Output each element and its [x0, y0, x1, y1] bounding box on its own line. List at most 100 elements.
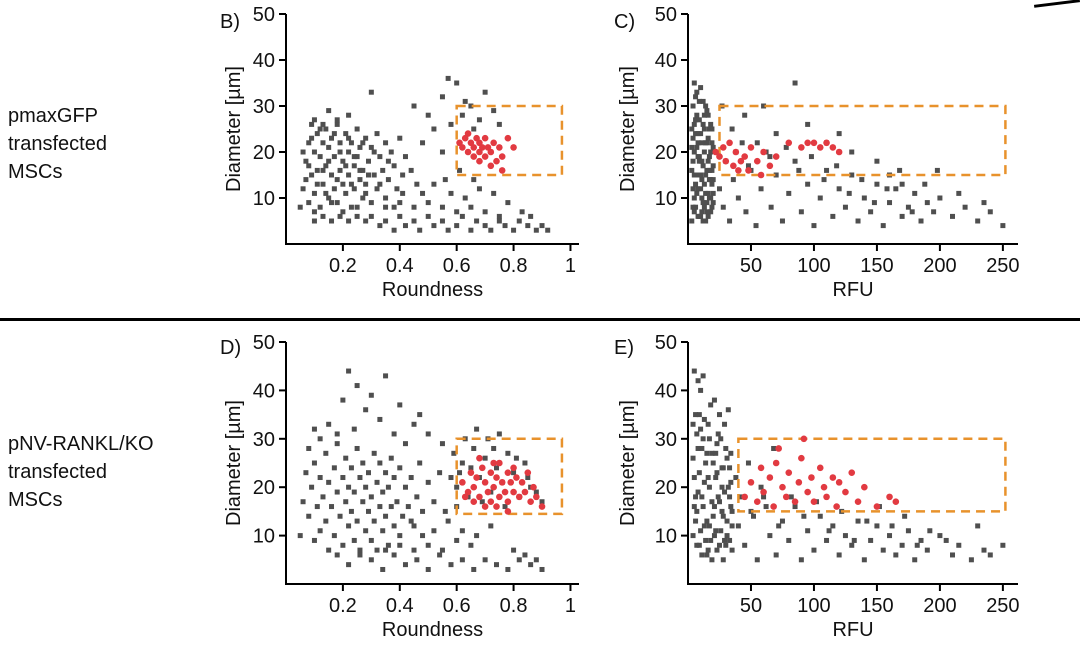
- data-point-square: [899, 181, 905, 187]
- x-tick-label: 0.8: [500, 255, 528, 277]
- data-point-square: [956, 190, 962, 196]
- data-point-circle: [820, 483, 828, 491]
- axis-spines: [285, 342, 579, 585]
- data-point-square: [411, 547, 417, 553]
- data-point-square: [792, 158, 798, 164]
- data-point-square: [699, 552, 705, 558]
- chart-b-roundness-vs-diameter: B) 0.2 0.4 0.6 0.8 1 10 20 30 40 50 Roundness Diamet…: [220, 4, 579, 301]
- data-point-square: [699, 140, 705, 146]
- y-axis-ticks: 10 20 30 40 50: [655, 4, 688, 210]
- data-point-square: [713, 450, 719, 456]
- data-point-square: [348, 465, 354, 471]
- data-point-square: [397, 135, 403, 141]
- data-point-circle: [886, 493, 893, 501]
- data-point-square: [710, 513, 716, 519]
- data-point-square: [716, 412, 722, 418]
- data-point-square: [439, 218, 445, 224]
- data-point-square: [699, 195, 705, 201]
- data-point-square: [897, 167, 903, 173]
- data-point-square: [705, 475, 711, 481]
- data-point-square: [694, 89, 700, 95]
- data-point-square: [348, 508, 354, 514]
- data-point-square: [690, 533, 696, 539]
- data-point-circle: [747, 144, 755, 151]
- data-point-circle: [816, 464, 824, 472]
- data-point-square: [868, 209, 874, 215]
- data-point-square: [363, 190, 369, 196]
- x-tick-label: 50: [740, 595, 762, 617]
- data-point-square: [545, 227, 551, 233]
- data-point-square: [714, 547, 720, 553]
- data-point-square: [317, 126, 323, 132]
- data-point-square: [695, 154, 701, 160]
- data-point-square: [309, 135, 315, 141]
- data-point-square: [482, 557, 488, 563]
- data-point-square: [786, 190, 792, 196]
- data-point-square: [694, 172, 700, 178]
- data-point-square: [326, 158, 332, 164]
- data-point-square: [713, 528, 719, 534]
- y-tick-label: 40: [253, 380, 275, 402]
- data-point-square: [528, 562, 534, 568]
- data-point-circle: [861, 483, 868, 491]
- data-point-square: [968, 557, 974, 563]
- data-point-square: [377, 223, 383, 229]
- data-point-square: [357, 177, 363, 183]
- data-point-square: [306, 163, 312, 169]
- data-point-square: [767, 154, 773, 160]
- data-point-square: [824, 167, 830, 173]
- data-point-square: [696, 470, 702, 476]
- data-point-square: [297, 204, 303, 210]
- data-point-square: [937, 533, 943, 539]
- data-point-square: [323, 163, 329, 169]
- data-point-square: [468, 227, 474, 233]
- data-point-square: [408, 167, 414, 173]
- data-point-square: [368, 144, 374, 150]
- data-point-square: [694, 144, 700, 150]
- data-point-square: [391, 431, 397, 437]
- data-point-square: [519, 209, 525, 215]
- data-point-square: [783, 144, 789, 150]
- data-point-square: [729, 126, 735, 132]
- data-point-square: [704, 140, 710, 146]
- data-point-square: [402, 154, 408, 160]
- data-point-circle: [719, 144, 727, 151]
- data-point-square: [340, 542, 346, 548]
- data-point-square: [728, 450, 734, 456]
- data-point-square: [718, 436, 724, 442]
- data-point-square: [397, 402, 403, 408]
- data-point-square: [720, 204, 726, 210]
- x-tick-label: 1: [565, 595, 576, 617]
- data-point-square: [720, 557, 726, 563]
- data-point-square: [354, 204, 360, 210]
- data-point-square: [690, 204, 696, 210]
- data-point-square: [408, 475, 414, 481]
- data-point-square: [691, 195, 697, 201]
- data-point-square: [817, 513, 823, 519]
- data-point-square: [698, 387, 704, 393]
- data-point-circle: [476, 454, 483, 462]
- data-point-square: [383, 204, 389, 210]
- data-point-square: [357, 552, 363, 558]
- data-point-circle: [481, 153, 489, 160]
- data-point-square: [411, 421, 417, 427]
- data-point-square: [343, 455, 349, 461]
- data-point-square: [773, 552, 779, 558]
- data-point-circle: [476, 157, 483, 165]
- data-point-square: [689, 126, 695, 132]
- data-point-square: [402, 223, 408, 229]
- data-point-square: [722, 537, 728, 543]
- data-point-square: [696, 158, 702, 164]
- data-point-square: [439, 94, 445, 100]
- data-point-square: [539, 499, 545, 505]
- data-point-square: [385, 542, 391, 548]
- data-point-square: [445, 227, 451, 233]
- data-point-square: [698, 426, 704, 432]
- data-point-circle: [795, 479, 803, 486]
- y-tick-label: 50: [253, 332, 275, 354]
- data-point-square: [431, 499, 437, 505]
- data-point-square: [808, 154, 814, 160]
- data-point-square: [739, 140, 745, 146]
- data-point-square: [918, 537, 924, 543]
- data-point-square: [459, 112, 465, 118]
